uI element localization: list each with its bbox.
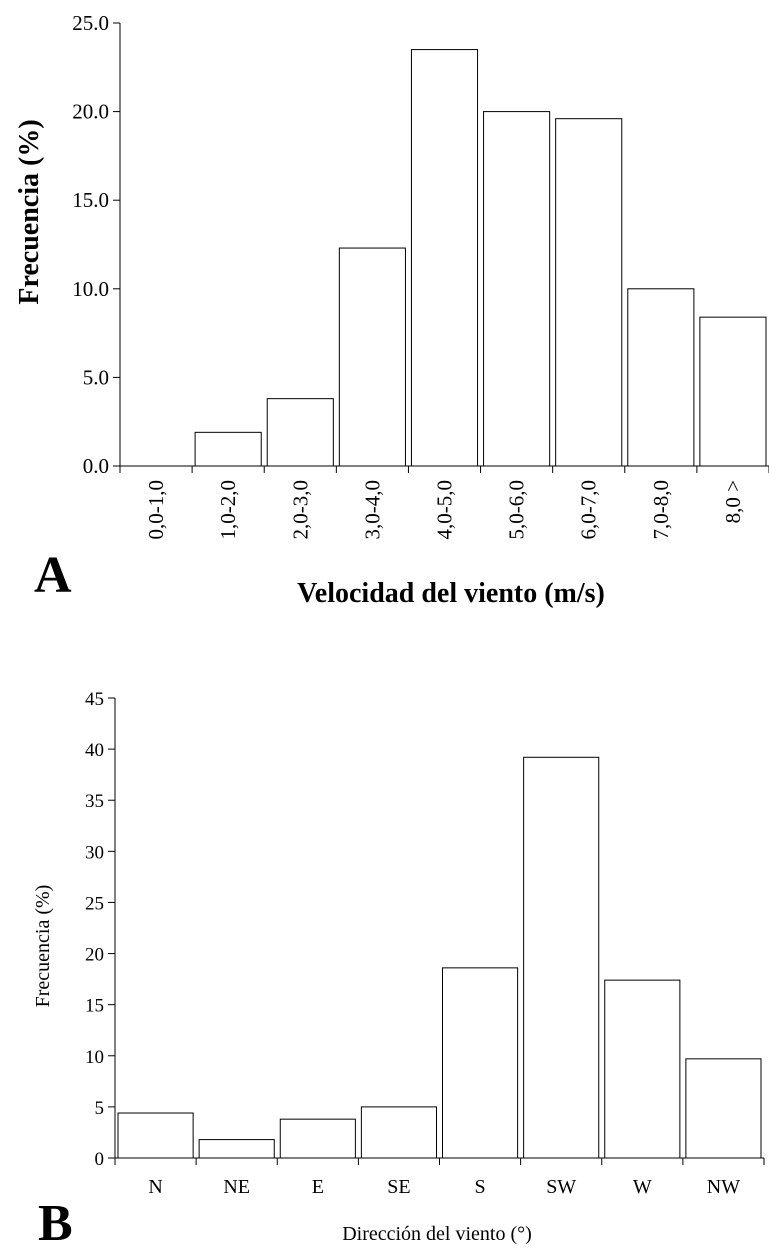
y-tick-label: 5 — [95, 1098, 105, 1119]
panel-b-y-axis-label: Frecuencia (%) — [32, 885, 54, 1008]
y-tick-label: 40 — [85, 740, 104, 761]
x-tick-label: NW — [707, 1176, 740, 1198]
panel-b-chart: 0 5 10 15 20 25 30 35 40 45 N NE E SE S SW W NW Frecuenc… — [32, 689, 765, 1252]
bar — [279, 1118, 356, 1159]
panel-a-letter: A — [34, 547, 72, 604]
y-tick-label: 25.0 — [72, 11, 109, 35]
bar — [442, 967, 519, 1159]
y-tick-label: 30 — [85, 842, 104, 863]
y-tick-label: 15.0 — [72, 188, 109, 212]
bar — [194, 431, 262, 467]
x-tick-label: 6,0-7,0 — [577, 480, 601, 540]
x-tick-label: 2,0-3,0 — [288, 480, 312, 540]
y-tick-label: 25 — [85, 893, 104, 914]
bar — [604, 979, 681, 1159]
panel-a-y-ticks: 0.0 5.0 10.0 15.0 20.0 25.0 — [72, 11, 120, 478]
y-tick-label: 15 — [85, 996, 104, 1017]
y-tick-label: 20.0 — [72, 100, 109, 124]
panel-a-chart: 0.0 5.0 10.0 15.0 20.0 25.0 0,0-1,0 1,0-2,0 2,0… — [14, 11, 769, 609]
x-tick-label: SE — [387, 1176, 410, 1198]
y-tick-label: 10 — [85, 1047, 104, 1068]
bar — [410, 49, 479, 467]
bar — [555, 118, 623, 467]
bar — [198, 1139, 275, 1159]
panel-b-y-ticks: 0 5 10 15 20 25 30 35 40 45 — [85, 689, 115, 1170]
y-tick-label: 10.0 — [72, 277, 109, 301]
bar — [117, 1112, 194, 1159]
bar — [483, 111, 551, 467]
y-tick-label: 0 — [95, 1149, 105, 1170]
panel-b-bars — [117, 756, 762, 1159]
x-tick-label: 1,0-2,0 — [216, 480, 240, 540]
panel-b-x-ticks: N NE E SE S SW W NW — [114, 1158, 765, 1198]
x-tick-label: NE — [223, 1176, 250, 1198]
bar — [699, 316, 767, 467]
x-tick-label: 5,0-6,0 — [505, 480, 529, 540]
panel-a-x-axis-label: Velocidad del viento (m/s) — [297, 578, 605, 609]
y-tick-label: 35 — [85, 791, 104, 812]
panel-a-bars — [194, 49, 767, 467]
x-tick-label: E — [312, 1176, 324, 1198]
x-tick-label: 4,0-5,0 — [433, 480, 457, 540]
x-tick-label: W — [633, 1176, 652, 1198]
bar — [627, 288, 695, 467]
panel-b-letter: B — [38, 1195, 73, 1252]
y-tick-label: 20 — [85, 945, 104, 966]
panel-b-x-axis-label: Dirección del viento (°) — [342, 1223, 532, 1245]
y-tick-label: 0.0 — [83, 454, 109, 478]
panel-a-x-ticks: 0,0-1,0 1,0-2,0 2,0-3,0 3,0-4,0 4,0-5,0 5,0-6… — [119, 466, 769, 540]
x-tick-label: SW — [546, 1176, 576, 1198]
bar — [338, 247, 406, 467]
bar — [685, 1058, 762, 1159]
y-tick-label: 45 — [85, 689, 104, 710]
x-tick-label: S — [475, 1176, 486, 1198]
x-tick-label: N — [148, 1176, 162, 1198]
x-tick-label: 8,0 > — [721, 480, 745, 523]
x-tick-label: 7,0-8,0 — [649, 480, 673, 540]
bar — [266, 398, 334, 467]
y-tick-label: 5.0 — [83, 365, 109, 389]
x-tick-label: 3,0-4,0 — [360, 480, 384, 540]
panel-a-y-axis-label: Frecuencia (%) — [14, 119, 45, 304]
bar — [360, 1106, 437, 1159]
bar — [523, 756, 600, 1159]
x-tick-label: 0,0-1,0 — [144, 480, 168, 540]
